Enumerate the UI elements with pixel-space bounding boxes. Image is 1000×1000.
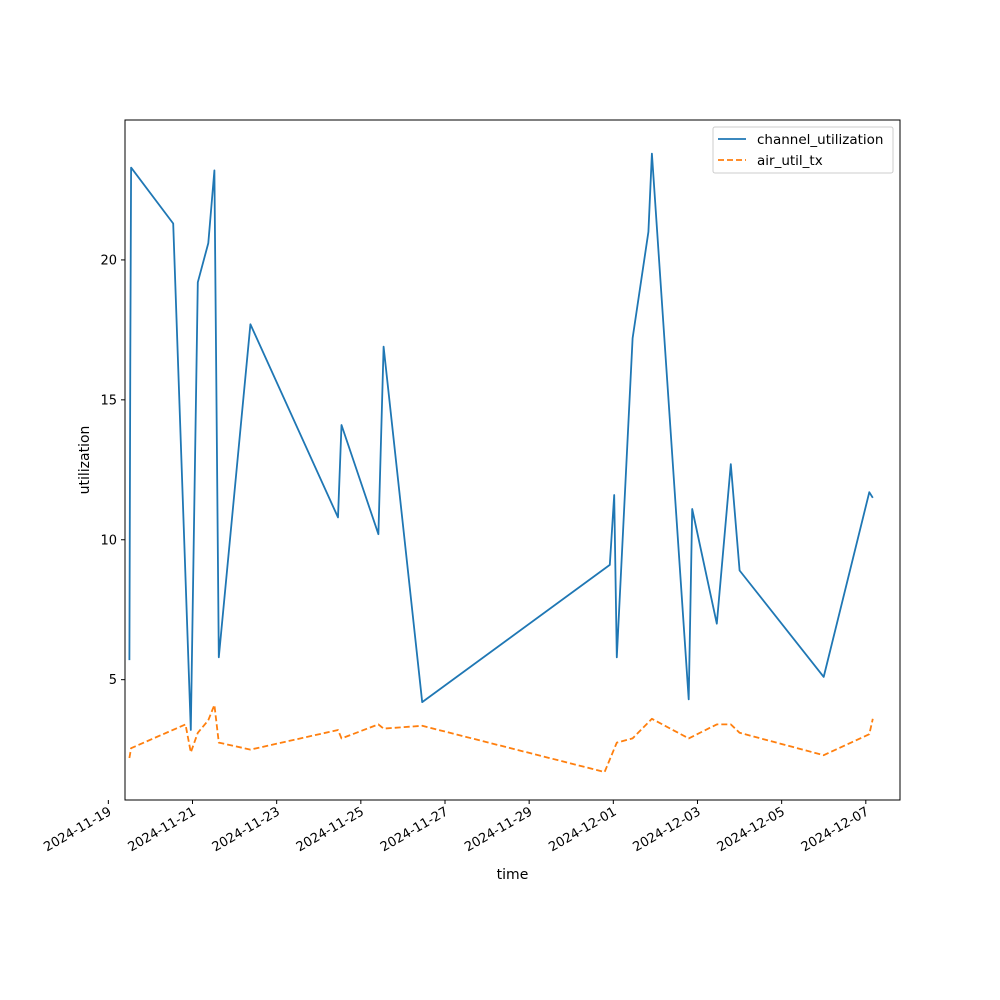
y-tick-label: 5	[109, 673, 117, 688]
series-line-air-util-tx	[128, 704, 874, 773]
legend-label-channel-utilization: channel_utilization	[757, 132, 884, 148]
series-line-channel-utilization	[128, 152, 874, 731]
legend-label-air-util-tx: air_util_tx	[757, 153, 823, 169]
y-axis-title: utilization	[77, 426, 93, 495]
legend-box	[712, 126, 894, 174]
y-tick-label: 10	[100, 533, 117, 548]
plot-lines	[128, 152, 874, 773]
y-axis: 5 10 15 20	[100, 253, 125, 688]
y-tick-label: 20	[100, 253, 117, 268]
y-tick-label: 15	[100, 393, 117, 408]
legend: channel_utilization air_util_tx	[712, 126, 894, 174]
x-axis-title: time	[497, 867, 529, 883]
plot-frame	[124, 119, 901, 801]
